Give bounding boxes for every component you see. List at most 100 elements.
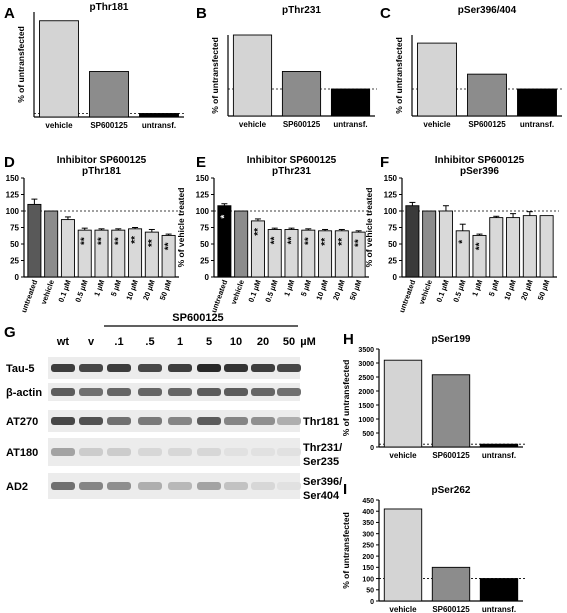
chart-title: pSer199	[432, 334, 471, 345]
bar	[479, 578, 519, 602]
x-tick-label: 10 µM	[314, 279, 330, 302]
x-tick-label: 5 µM	[109, 279, 123, 298]
blot-band	[277, 448, 301, 456]
blot-band	[79, 482, 103, 490]
significance-label: **	[320, 238, 331, 246]
bar	[431, 374, 471, 448]
bar	[405, 205, 420, 278]
bar	[301, 229, 316, 278]
significance-label: **	[113, 237, 124, 245]
blot-band	[197, 388, 221, 396]
y-tick-label: 200	[362, 554, 374, 561]
y-axis-label: % of vehicle treated	[364, 188, 374, 268]
y-tick-label: 75	[10, 223, 19, 232]
y-tick-label: 50	[388, 240, 397, 249]
panel-letter: A	[4, 5, 15, 22]
bar	[89, 71, 129, 118]
y-tick-label: 50	[10, 240, 19, 249]
bar	[94, 229, 109, 278]
blot-band	[168, 417, 192, 425]
lane-label: .5	[145, 336, 154, 348]
lane-label: 20	[257, 336, 269, 348]
antibody-label: Tau-5	[6, 363, 35, 375]
panel-letter: E	[196, 154, 206, 171]
y-tick-label: 150	[6, 174, 20, 183]
bar	[232, 34, 273, 117]
blot-band	[168, 364, 192, 372]
y-axis-label: % of vehicle treated	[176, 188, 186, 268]
y-tick-label: 150	[384, 174, 398, 183]
blot-band	[224, 388, 248, 396]
blot-band	[138, 364, 162, 372]
bar	[455, 230, 470, 278]
blot-band	[168, 482, 192, 490]
blot-band	[138, 482, 162, 490]
bar	[479, 443, 519, 448]
bar	[281, 70, 322, 117]
bar	[506, 217, 521, 278]
panel-letter: B	[196, 5, 207, 22]
x-tick-label: untransf.	[520, 120, 554, 129]
x-tick-label: untransf.	[142, 121, 176, 130]
blot-band	[277, 388, 301, 396]
bar	[522, 215, 537, 278]
blot-band	[138, 448, 162, 456]
blot-band	[224, 448, 248, 456]
blot-band	[107, 388, 131, 396]
y-axis-label: % of untransfected	[341, 512, 351, 589]
bar	[27, 203, 42, 278]
x-tick-label: 0.5 µM	[263, 279, 279, 304]
x-tick-label: untreated	[19, 278, 39, 314]
x-tick-label: vehicle	[417, 279, 434, 306]
bar	[139, 113, 179, 118]
chart-subtitle: pThr231	[272, 166, 311, 177]
epitope-label: Ser404	[303, 490, 340, 502]
y-tick-label: 2000	[358, 389, 374, 396]
bar	[161, 234, 176, 278]
chart-title: pThr181	[90, 2, 129, 13]
y-tick-label: 0	[370, 599, 374, 606]
x-tick-label: 0.1 µM	[246, 279, 262, 304]
blot-band	[251, 364, 275, 372]
significance-label: **	[253, 228, 264, 236]
significance-label: **	[354, 239, 365, 247]
lane-label: 5	[206, 336, 212, 348]
epitope-label: Ser235	[303, 456, 339, 468]
x-tick-label: untreated	[209, 278, 229, 314]
blot-band	[51, 417, 75, 425]
bar	[334, 230, 349, 278]
x-tick-label: 5 µM	[299, 279, 313, 298]
bar	[517, 88, 557, 117]
significance-label: **	[130, 236, 141, 244]
blot-band	[197, 448, 221, 456]
significance-label: *	[219, 215, 230, 219]
blot-band	[51, 364, 75, 372]
y-axis-label: % of untransfected	[210, 37, 220, 114]
x-tick-label: vehicle	[239, 120, 267, 129]
y-tick-label: 125	[384, 190, 398, 199]
significance-label: **	[97, 237, 108, 245]
chart-title: pSer262	[432, 485, 471, 496]
x-tick-label: vehicle	[39, 279, 56, 306]
x-tick-label: 20 µM	[519, 279, 535, 302]
chart-title: Inhibitor SP600125	[57, 155, 147, 166]
significance-label: **	[287, 236, 298, 244]
y-tick-label: 75	[200, 223, 209, 232]
x-tick-label: 10 µM	[124, 279, 140, 302]
significance-label: **	[164, 242, 175, 250]
x-tick-label: untransf.	[482, 605, 516, 613]
blot-band	[79, 388, 103, 396]
x-tick-label: 1 µM	[92, 279, 106, 298]
y-tick-label: 500	[362, 431, 374, 438]
x-tick-label: 0.5 µM	[73, 279, 89, 304]
bar	[39, 20, 79, 118]
y-tick-label: 0	[15, 273, 20, 282]
y-tick-label: 150	[196, 174, 210, 183]
panel-letter: C	[380, 5, 391, 22]
x-tick-label: vehicle	[389, 451, 417, 460]
antibody-label: AT180	[6, 447, 38, 459]
blot-band	[138, 417, 162, 425]
